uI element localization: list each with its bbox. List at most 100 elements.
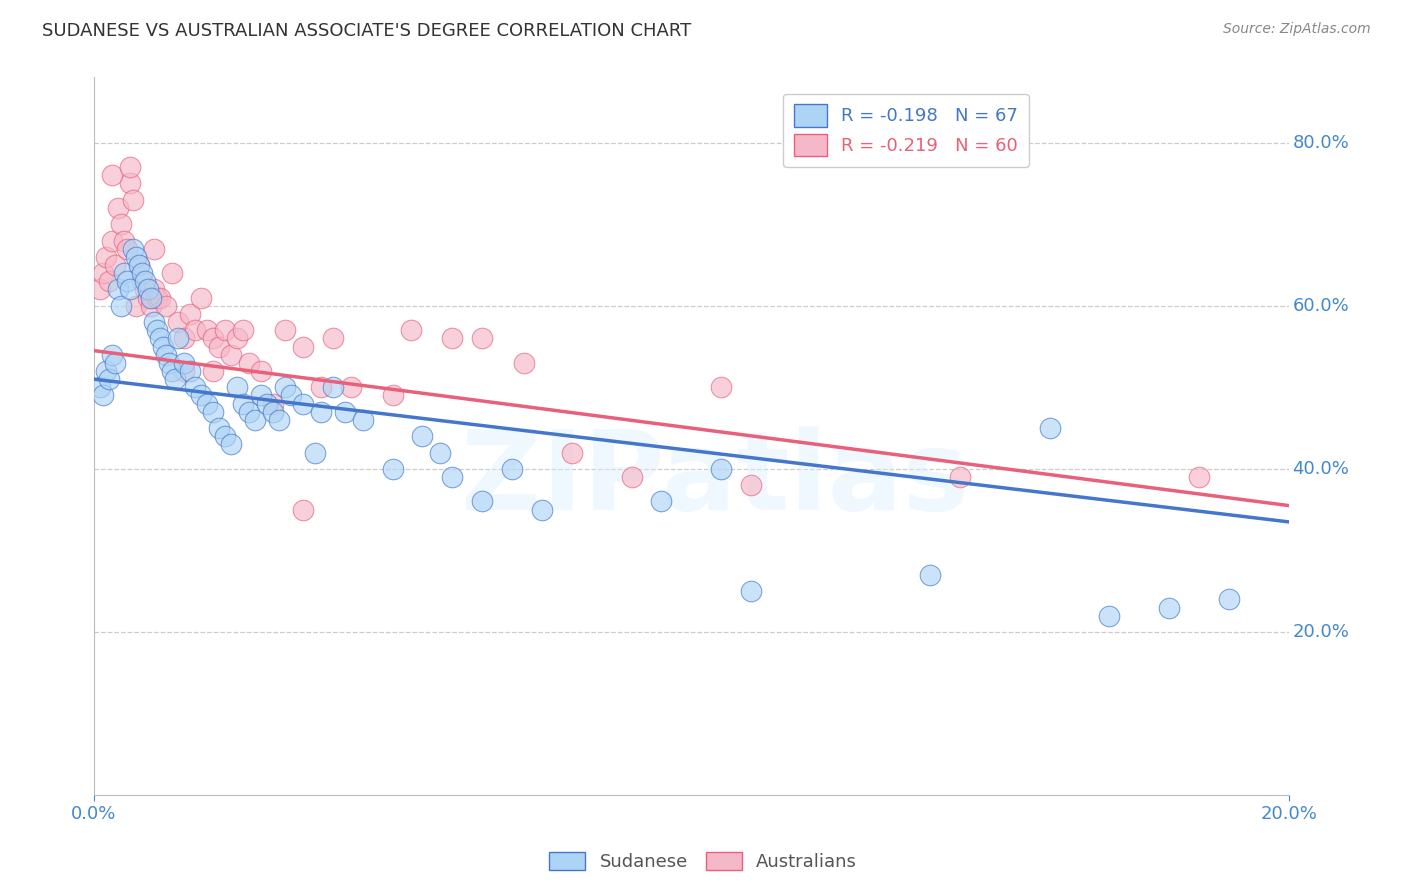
Point [280,388,302,402]
Point [112,266,135,280]
Point [128,258,150,272]
Point [1098,608,1121,623]
Point [115,242,138,256]
Point [134,283,156,297]
Point [190,291,212,305]
Point [441,470,464,484]
Point [1039,421,1062,435]
Point [94,250,117,264]
Point [134,274,156,288]
Point [501,462,523,476]
Point [97,274,120,288]
Point [112,234,135,248]
Point [184,323,207,337]
Point [322,331,344,345]
Point [115,274,138,288]
Point [104,258,127,272]
Point [274,380,297,394]
Point [232,323,254,337]
Point [179,307,201,321]
Point [530,502,553,516]
Point [89,380,111,394]
Point [238,405,260,419]
Text: Source: ZipAtlas.com: Source: ZipAtlas.com [1223,22,1371,37]
Point [142,315,165,329]
Point [145,291,167,305]
Point [160,364,183,378]
Text: 60.0%: 60.0% [1292,297,1348,315]
Point [145,323,167,337]
Point [118,177,141,191]
Point [110,217,132,231]
Point [149,331,172,345]
Point [920,567,942,582]
Point [256,397,278,411]
Point [309,405,332,419]
Point [710,380,733,394]
Point [97,372,120,386]
Point [381,462,404,476]
Text: 40.0%: 40.0% [1292,460,1350,478]
Point [232,397,254,411]
Point [110,299,132,313]
Point [1188,470,1211,484]
Point [561,445,583,459]
Point [202,331,225,345]
Point [131,274,153,288]
Point [304,445,326,459]
Point [179,364,201,378]
Text: ZIPatlas: ZIPatlas [461,425,969,533]
Point [949,470,972,484]
Point [128,258,150,272]
Point [101,169,124,183]
Point [399,323,422,337]
Point [173,364,195,378]
Point [471,331,494,345]
Point [107,283,129,297]
Point [292,502,315,516]
Point [292,340,315,354]
Point [238,356,260,370]
Point [121,242,143,256]
Point [155,348,177,362]
Point [292,397,315,411]
Point [94,364,117,378]
Point [89,283,111,297]
Point [250,388,273,402]
Point [221,348,243,362]
Point [740,584,762,599]
Point [184,380,207,394]
Point [131,266,153,280]
Point [202,405,225,419]
Point [166,315,188,329]
Point [333,405,356,419]
Legend: R = -0.198   N = 67, R = -0.219   N = 60: R = -0.198 N = 67, R = -0.219 N = 60 [783,94,1029,167]
Point [163,372,186,386]
Point [208,421,231,435]
Point [142,242,165,256]
Point [107,201,129,215]
Point [340,380,363,394]
Text: 80.0%: 80.0% [1292,134,1348,152]
Point [142,283,165,297]
Point [221,437,243,451]
Point [136,291,159,305]
Point [166,331,188,345]
Point [152,340,174,354]
Point [214,429,236,443]
Point [125,250,148,264]
Point [197,323,219,337]
Point [274,323,297,337]
Point [226,380,249,394]
Point [650,494,672,508]
Point [381,388,404,402]
Point [173,356,195,370]
Point [101,234,124,248]
Point [139,291,162,305]
Point [471,494,494,508]
Point [245,413,267,427]
Point [411,429,433,443]
Point [197,397,219,411]
Point [104,356,127,370]
Text: 20.0%: 20.0% [1292,623,1350,641]
